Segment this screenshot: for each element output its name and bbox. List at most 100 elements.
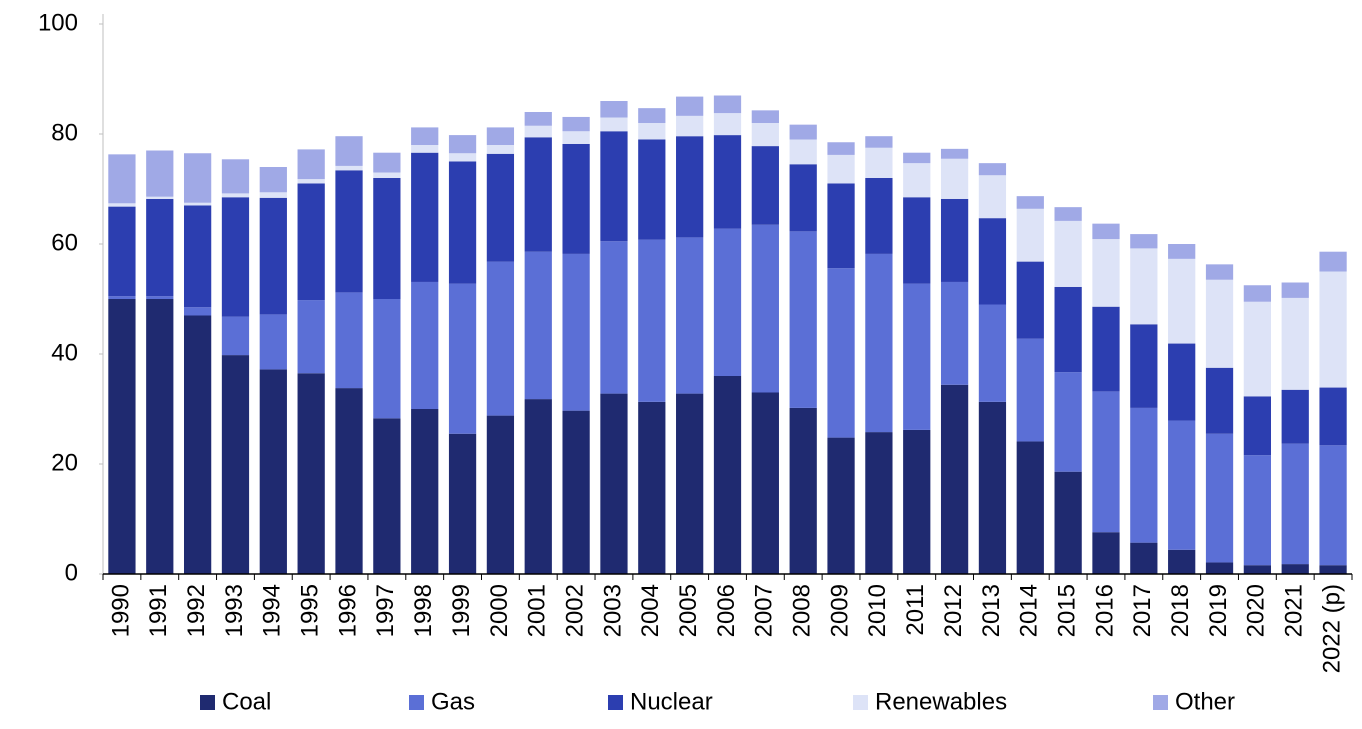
x-tick-label: 1993	[221, 584, 248, 637]
bar-segment	[1016, 261, 1044, 339]
bar-segment	[903, 283, 931, 430]
bar-segment	[600, 117, 628, 132]
x-tick-label: 2015	[1053, 584, 1080, 637]
bar-segment	[1281, 389, 1309, 444]
bar-segment	[903, 152, 931, 164]
legend-item: Renewables	[853, 688, 1007, 715]
x-tick-label: 2005	[675, 584, 702, 637]
x-tick-label: 2016	[1091, 584, 1118, 637]
x-tick-label: 2002	[561, 584, 588, 637]
y-tick-label: 40	[51, 339, 78, 366]
bar-segment	[1319, 445, 1347, 566]
bar-segment	[713, 376, 742, 574]
bar-segment	[1243, 285, 1272, 302]
bar-segment	[486, 127, 515, 145]
bar-segment	[751, 146, 779, 225]
bar-segment	[1319, 565, 1347, 574]
bar-segment	[789, 231, 817, 408]
bar-segment	[1092, 391, 1120, 533]
x-tick-label: 2012	[940, 584, 967, 637]
bar-segment	[978, 304, 1007, 402]
bar-segment	[183, 153, 212, 203]
legend-label: Gas	[431, 688, 475, 715]
bar-segment	[1168, 258, 1196, 344]
y-tick-label: 0	[65, 559, 78, 586]
bar-segment	[297, 300, 325, 374]
bar-segment	[108, 296, 136, 299]
bar-segment	[903, 429, 931, 574]
bar-segment	[940, 198, 969, 282]
bar-segment	[259, 314, 287, 370]
bar-segment	[183, 315, 212, 574]
x-tick-label: 2000	[486, 584, 513, 637]
bar-segment	[411, 145, 439, 153]
bar-segment	[486, 145, 515, 154]
bar-segment	[1205, 279, 1234, 368]
bar-segment	[1054, 372, 1082, 472]
bar-segment	[1130, 234, 1158, 249]
bar-segment	[1319, 251, 1347, 272]
bar-segment	[1243, 565, 1272, 574]
bar-segment	[1205, 264, 1234, 280]
x-tick-label: 2017	[1129, 584, 1156, 637]
y-tick-label: 60	[51, 229, 78, 256]
bar-segment	[978, 175, 1007, 219]
bar-segment	[676, 136, 704, 238]
bar-segment	[562, 116, 590, 132]
bar-segment	[146, 150, 174, 197]
bar-segment	[978, 218, 1007, 305]
bar-segment	[676, 237, 704, 394]
bar-segment	[524, 399, 552, 574]
x-tick-label: 2019	[1205, 584, 1232, 637]
x-tick-label: 2022 (p)	[1318, 584, 1345, 673]
bar-segment	[373, 299, 401, 419]
bar-segment	[903, 197, 931, 284]
bar-segment	[524, 137, 552, 252]
bar-segment	[940, 148, 969, 159]
bar-segment	[524, 125, 552, 138]
bar-segment	[789, 164, 817, 232]
bar-segment	[1130, 542, 1158, 574]
y-tick-label: 80	[51, 119, 78, 146]
bar-segment	[1281, 564, 1309, 574]
bar-segment	[978, 401, 1007, 574]
bar-segment	[1054, 207, 1082, 221]
bar-segment	[713, 113, 742, 136]
bar-segment	[1205, 562, 1234, 574]
legend-label: Other	[1175, 688, 1235, 715]
bar-segment	[789, 407, 817, 574]
bar-segment	[183, 205, 212, 308]
x-tick-label: 1992	[183, 584, 210, 637]
bar-segment	[1281, 282, 1309, 298]
bar-segment	[373, 418, 401, 574]
bar-segment	[600, 393, 628, 574]
x-tick-label: 1999	[448, 584, 475, 637]
bar-segment	[940, 158, 969, 199]
bar-segment	[865, 147, 893, 178]
bar-segment	[940, 384, 969, 574]
bar-segment	[827, 183, 855, 269]
bar-segment	[638, 401, 666, 574]
bar-segment	[676, 96, 704, 116]
x-tick-label: 2010	[864, 584, 891, 637]
x-tick-label: 2006	[713, 584, 740, 637]
x-tick-label: 2014	[1016, 584, 1043, 637]
bar-segment	[448, 283, 477, 434]
bar-segment	[751, 123, 779, 147]
bar-segment	[259, 192, 287, 198]
x-tick-label: 2008	[789, 584, 816, 637]
x-tick-label: 2001	[524, 584, 551, 637]
bar-segment	[1168, 343, 1196, 421]
bar-segment	[373, 172, 401, 178]
bar-segment	[751, 392, 779, 574]
x-tick-label: 1991	[145, 584, 172, 637]
bar-segment	[1054, 220, 1082, 287]
bar-segment	[827, 268, 855, 438]
bar-segment	[146, 299, 174, 574]
bar-segment	[638, 108, 666, 123]
bar-segment	[562, 410, 590, 574]
legend-label: Coal	[222, 688, 271, 715]
bar-segment	[146, 196, 174, 199]
bar-segment	[1130, 248, 1158, 325]
bar-segment	[411, 409, 439, 574]
